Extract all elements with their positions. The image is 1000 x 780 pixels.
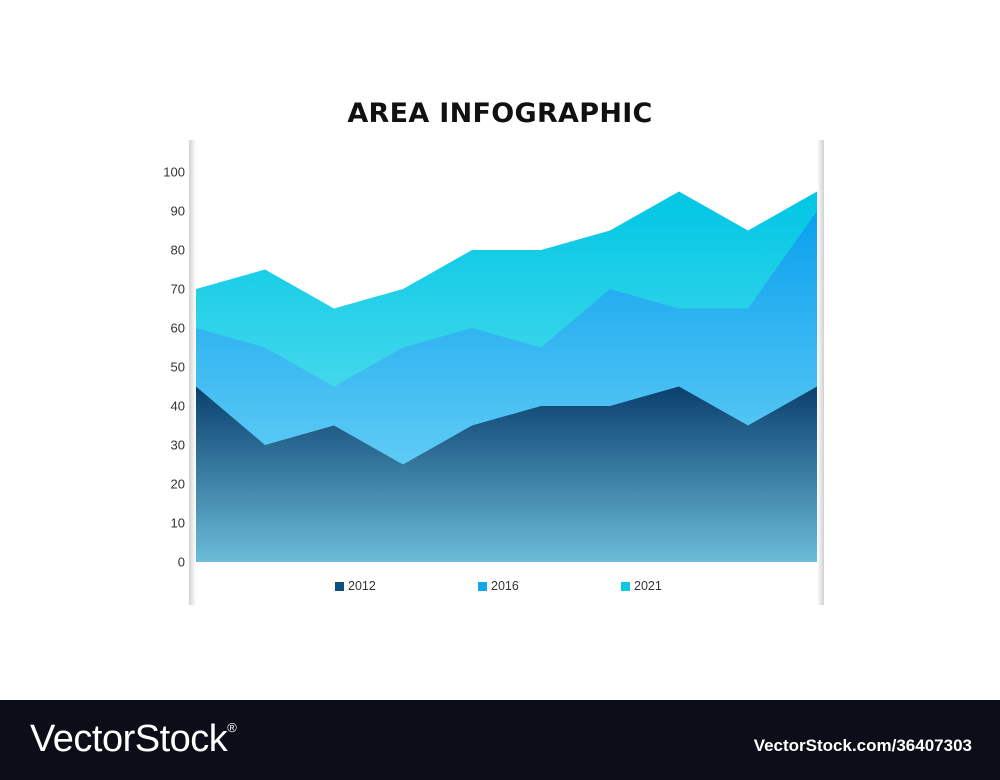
left-edge-shadow xyxy=(189,140,196,605)
vectorstock-logo: VectorStock® xyxy=(30,718,237,760)
legend-label: 2012 xyxy=(348,579,376,593)
image-id-text: VectorStock.com/36407303 xyxy=(753,736,972,755)
chart-title: AREA INFOGRAPHIC xyxy=(347,98,653,129)
area-series-2012 xyxy=(196,386,817,562)
legend-item-2016: 2016 xyxy=(478,579,519,593)
y-tick-label: 30 xyxy=(171,438,185,453)
area-chart: 0 10 20 30 40 50 60 70 80 90 100 xyxy=(163,140,824,605)
legend-label: 2016 xyxy=(491,579,519,593)
y-tick-label: 60 xyxy=(171,321,185,336)
legend-item-2021: 2021 xyxy=(621,579,662,593)
y-tick-label: 100 xyxy=(163,165,185,180)
y-tick-label: 50 xyxy=(171,360,185,375)
legend-item-2012: 2012 xyxy=(335,579,376,593)
y-tick-label: 20 xyxy=(171,477,185,492)
y-tick-label: 70 xyxy=(171,282,185,297)
y-tick-label: 40 xyxy=(171,399,185,414)
y-tick-label: 90 xyxy=(171,204,185,219)
y-tick-label: 10 xyxy=(171,516,185,531)
legend-swatch xyxy=(335,581,344,591)
y-axis: 0 10 20 30 40 50 60 70 80 90 100 xyxy=(163,165,185,570)
y-tick-label: 80 xyxy=(171,243,185,258)
y-tick-label: 0 xyxy=(178,555,185,570)
right-edge-shadow xyxy=(817,140,824,605)
area-series-group xyxy=(196,191,817,562)
legend: 2012 2016 2021 xyxy=(0,579,1000,597)
legend-swatch xyxy=(621,581,630,591)
footer-bar: VectorStock® VectorStock.com/36407303 xyxy=(0,700,1000,780)
legend-swatch xyxy=(478,581,487,591)
legend-label: 2021 xyxy=(634,579,662,593)
